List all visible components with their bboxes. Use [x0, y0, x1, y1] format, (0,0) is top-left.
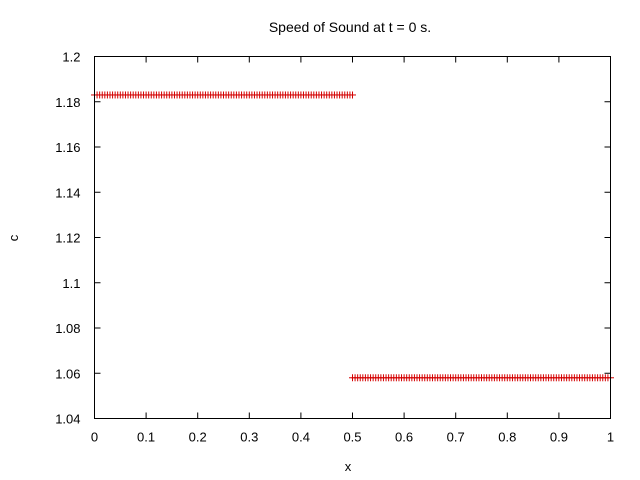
x-tick-label: 0 [91, 430, 98, 445]
data-point [349, 91, 356, 99]
x-tick-label: 0.9 [550, 430, 568, 445]
y-tick-label: 1.16 [55, 140, 80, 155]
y-tick-label: 1.08 [55, 321, 80, 336]
plot-frame [94, 56, 611, 419]
data-points [91, 91, 614, 382]
x-axis-label: x [345, 459, 352, 474]
x-tick-label: 0.5 [343, 430, 361, 445]
x-tick-label: 0.7 [447, 430, 465, 445]
x-tick-label: 0.6 [395, 430, 413, 445]
y-tick-label: 1.1 [62, 276, 80, 291]
x-tick-label: 1 [607, 430, 614, 445]
axis-tick-labels: 0 0.1 0.2 0.3 0.4 0.5 0.6 0.7 0.8 0.9 1 1.04 1.06 1.0… [55, 50, 614, 445]
y-tick-label: 1.12 [55, 231, 80, 246]
y-tick-label: 1.04 [55, 412, 80, 427]
x-tick-label: 0.2 [189, 430, 207, 445]
y-tick-label: 1.2 [62, 50, 80, 65]
chart-title: Speed of Sound at t = 0 s. [269, 19, 431, 35]
x-tick-label: 0.8 [498, 430, 516, 445]
x-tick-label: 0.4 [292, 430, 310, 445]
x-tick-label: 0.3 [240, 430, 258, 445]
axis-ticks [94, 56, 611, 419]
y-axis-label: c [6, 234, 21, 241]
y-tick-label: 1.18 [55, 95, 80, 110]
x-tick-label: 0.1 [137, 430, 155, 445]
y-tick-label: 1.14 [55, 185, 80, 200]
y-tick-label: 1.06 [55, 366, 80, 381]
